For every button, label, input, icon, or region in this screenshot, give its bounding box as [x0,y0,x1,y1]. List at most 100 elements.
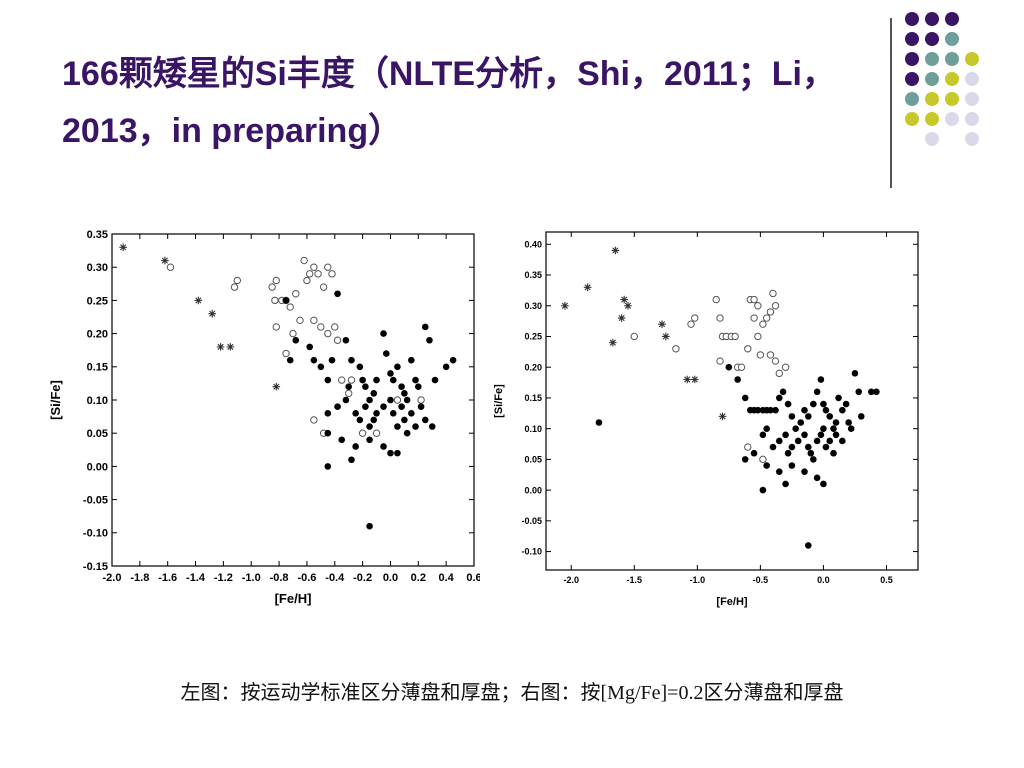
open-point [672,345,680,353]
decorative-dot [905,12,919,26]
filled-point [401,390,408,397]
open-point [310,263,318,271]
filled-point [817,431,825,439]
filled-point [754,406,762,414]
open-point [737,363,746,371]
x-tick-label: -1.6 [158,572,177,584]
filled-point [873,388,880,396]
decorative-dot [905,72,919,86]
filled-point [362,403,369,410]
open-point [331,323,339,331]
filled-point [387,370,394,377]
x-tick-label: 0.6 [466,572,480,584]
x-tick-label: -1.0 [690,575,706,585]
filled-point [741,394,749,402]
filled-point [759,431,767,439]
filled-point [317,363,325,371]
star-point [624,301,632,310]
filled-point [839,437,846,445]
decorative-dot [945,32,959,46]
star-point [683,375,692,384]
filled-point [366,522,373,530]
open-point [759,320,767,328]
open-point [781,363,790,371]
filled-point [830,449,837,457]
filled-point [417,403,425,410]
filled-point [387,396,394,404]
filled-point [725,363,733,371]
open-point [771,302,780,310]
y-axis-label: [Si/Fe] [48,380,63,420]
filled-point [763,425,770,432]
filled-point [826,437,834,445]
open-point [314,270,322,278]
filled-point [820,400,827,408]
filled-point [832,419,840,426]
filled-point [408,356,415,364]
filled-point [370,390,378,397]
open-point [319,283,328,291]
open-point [712,295,720,304]
open-point [324,263,332,271]
y-tick-label: 0.35 [87,229,108,241]
open-point [268,283,276,291]
decorative-dot [905,92,919,106]
decorative-dot [925,92,939,106]
filled-point [775,437,783,445]
decorative-dot [925,132,939,146]
filled-point [847,425,855,432]
filled-point [845,419,852,426]
x-tick-label: 0.2 [411,572,426,584]
open-point [762,314,771,322]
filled-point [415,383,422,391]
filled-point [359,376,366,384]
y-tick-label: 0.30 [524,301,542,311]
open-point [310,416,318,424]
filled-point [442,363,450,371]
filled-point [403,429,411,437]
y-tick-label: 0.10 [87,395,108,407]
x-tick-label: -1.4 [186,572,206,584]
y-tick-label: 0.40 [524,239,542,249]
y-tick-label: -0.10 [521,547,542,557]
filled-point [366,396,373,404]
y-tick-label: 0.00 [524,485,542,495]
x-tick-label: -2.0 [563,575,579,585]
filled-point [380,330,387,337]
scatter-chart-mgfe: -0.10 -0.05 0.00 0.05 0.10 0.15 0.20 0.25 0.30 0.… [493,231,919,608]
open-point [754,332,762,341]
filled-point [788,443,796,451]
y-tick-label: 0.05 [524,455,542,465]
x-tick-label: -1.8 [130,572,149,584]
filled-point [804,413,812,420]
filled-point [394,449,401,457]
star-point [617,314,626,322]
decorative-dot [965,52,979,66]
open-point [372,429,381,437]
filled-point [804,443,812,451]
y-tick-label: 0.20 [524,362,542,372]
y-tick-label: 0.15 [524,393,542,403]
decorative-dot [965,112,979,126]
star-point [119,243,127,252]
decorative-dot [965,132,979,146]
open-point [775,369,783,378]
x-axis-label: [Fe/H] [275,591,312,606]
filled-point [813,437,821,445]
filled-point [801,406,808,414]
filled-point [380,403,387,410]
open-point [296,316,304,325]
star-point [691,375,699,384]
open-point [233,276,242,285]
plot-frame [545,231,919,571]
decorative-dot [945,92,959,106]
x-tick-label: -0.2 [353,572,372,584]
filled-point [782,431,789,439]
filled-point [449,356,457,364]
open-point [292,290,300,298]
filled-point [362,383,369,391]
filled-point [810,456,817,463]
y-tick-label: 0.10 [524,424,542,434]
filled-point [820,425,827,432]
decorative-dot [945,52,959,66]
